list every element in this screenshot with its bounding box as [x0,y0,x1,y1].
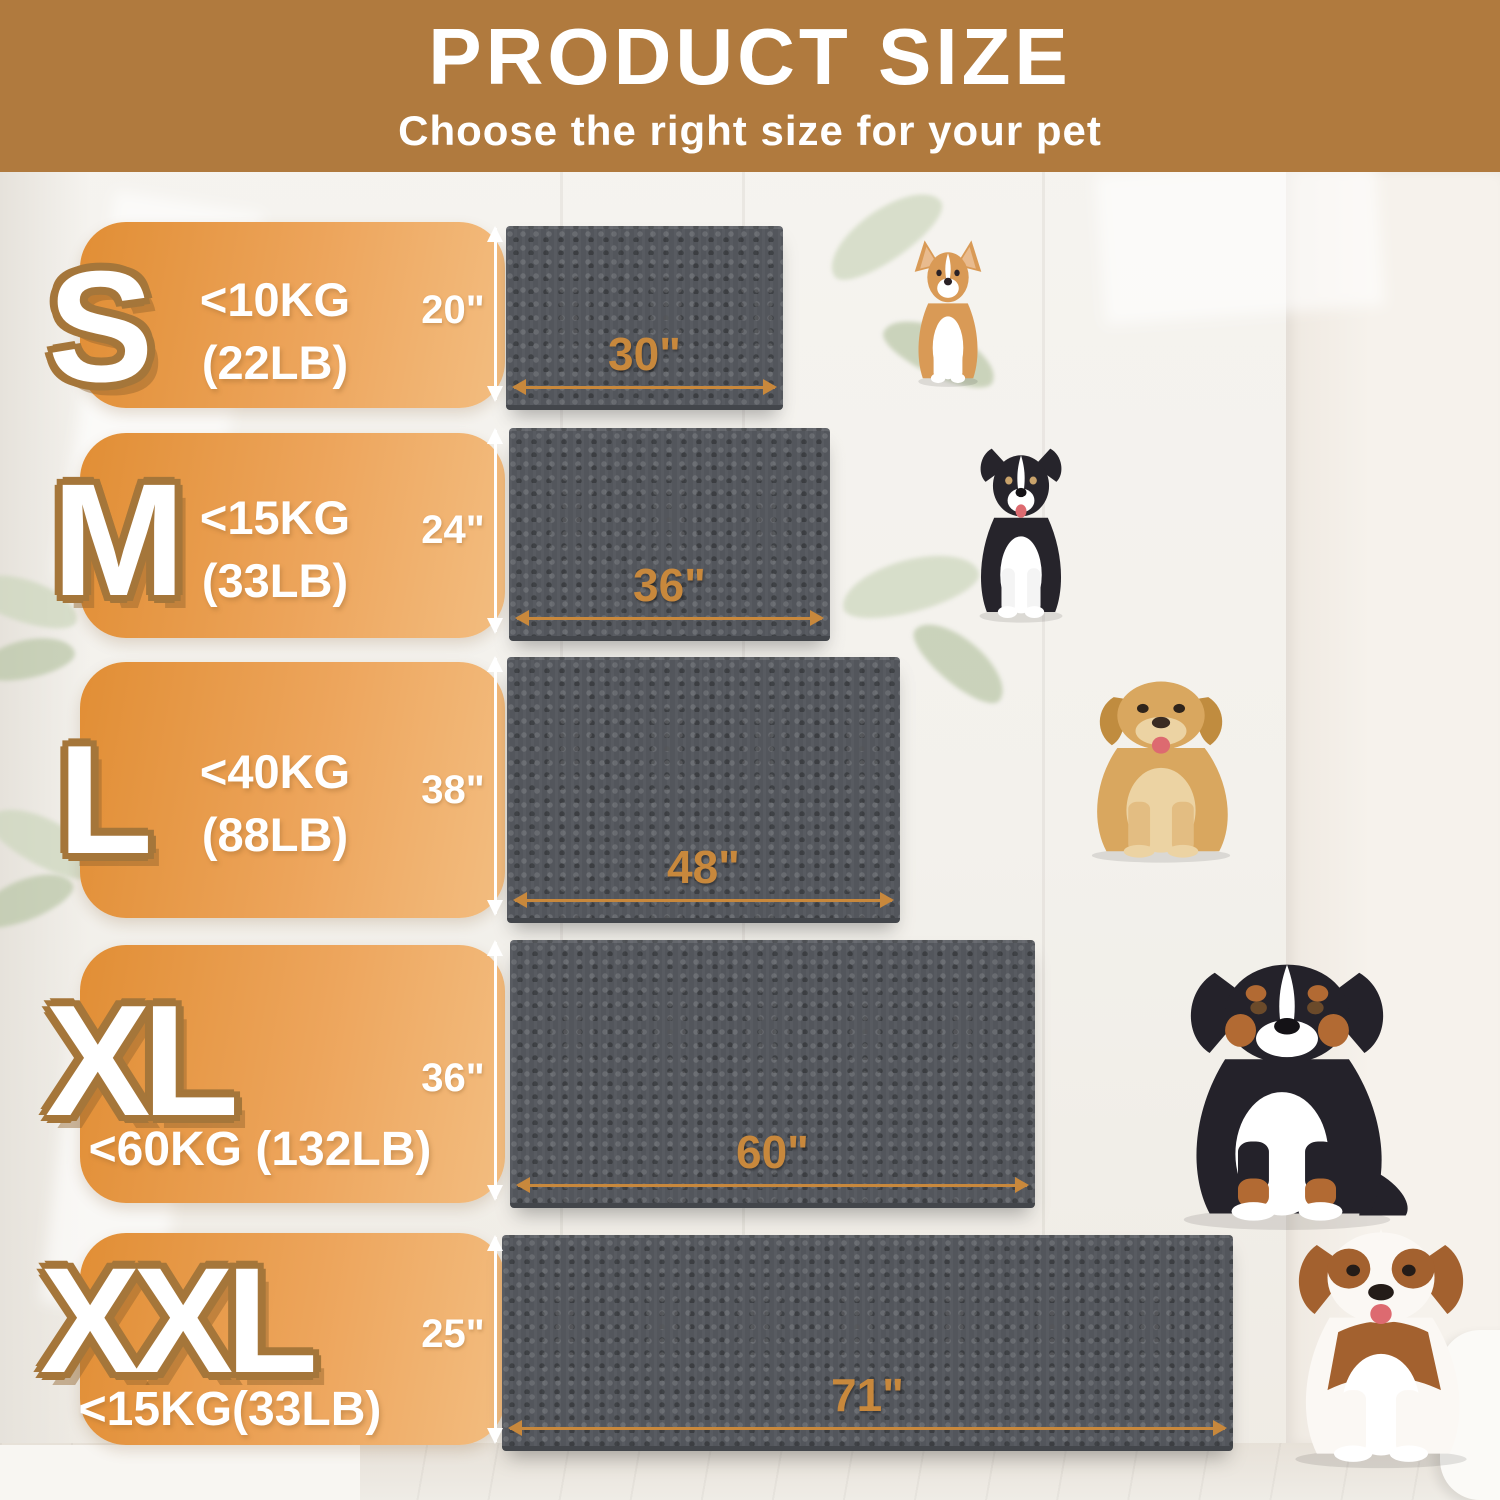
width-arrow-m [515,610,824,626]
width-dimension-xl: 60" [736,1126,809,1178]
size-letter-xxl: XXL [40,1236,318,1404]
height-dimension-m: 24" [421,508,485,552]
height-arrow-m [487,428,503,634]
weight-line2: (88LB) [201,808,349,862]
page-subtitle: Choose the right size for your pet [398,107,1102,154]
size-band-l [80,662,505,918]
weight-limit-l: <40KG (88LB) [150,740,400,867]
width-dimension-xxl: 71" [831,1369,904,1421]
size-letter-l: L [58,713,153,886]
height-dimension-xxl: 25" [421,1312,485,1356]
weight-limit-xl: <60KG (132LB) [80,1118,440,1183]
weight-line1: <10KG [199,273,351,326]
width-dimension-m: 36" [633,559,706,611]
background-door [1286,172,1500,1445]
mat-photo-s: 30" [506,226,783,410]
weight-limit-m: <15KG (33LB) [150,486,400,613]
size-letter-xl: XL [45,973,239,1149]
bernese-mountain-dog-image [1183,964,1408,1230]
width-arrow-xl [516,1177,1029,1193]
height-arrow-xl [487,940,503,1201]
size-band-xxl [80,1233,505,1445]
width-dimension-l: 48" [667,841,740,893]
height-arrow-l [487,656,503,916]
weight-limit-s: <10KG (22LB) [150,268,400,395]
corgi-image [914,240,982,387]
border-collie-image [979,448,1063,623]
size-band-m [80,433,505,638]
width-arrow-l [513,892,894,908]
mat-photo-l: 48" [507,657,900,923]
size-band-s [80,222,505,408]
height-arrow-xxl [487,1235,503,1444]
height-dimension-xl: 36" [421,1056,485,1100]
mat-photo-xxl: 71" [502,1235,1233,1451]
width-dimension-s: 30" [608,328,681,380]
background-door-frame [1042,172,1045,1444]
width-arrow-s [512,379,777,395]
height-dimension-s: 20" [421,288,485,332]
weight-limit-xxl: <15KG(33LB) [60,1378,400,1443]
weight-line2: (22LB) [201,336,349,390]
header: PRODUCT SIZE Choose the right size for y… [0,0,1500,172]
width-arrow-xxl [508,1420,1227,1436]
weight-line1: <40KG [199,745,351,798]
background-furniture [0,1445,360,1500]
saint-bernard-image [1295,1228,1467,1469]
height-dimension-l: 38" [421,768,485,812]
mat-photo-xl: 60" [510,940,1035,1208]
plant-leaf [903,609,1017,715]
mat-photo-m: 36" [509,428,830,641]
page-title: PRODUCT SIZE [428,12,1072,101]
weight-line2: (33LB) [201,554,349,608]
weight-line1: <60KG (132LB) [88,1123,432,1176]
weight-line1: <15KG [199,491,351,544]
size-letter-s: S [48,239,154,415]
window-light [1095,155,1385,325]
height-arrow-s [487,226,503,402]
size-band-xl [80,945,505,1203]
weight-line1: <15KG(33LB) [78,1383,382,1436]
golden-retriever-image [1091,681,1231,863]
size-letter-m: M [52,450,186,629]
